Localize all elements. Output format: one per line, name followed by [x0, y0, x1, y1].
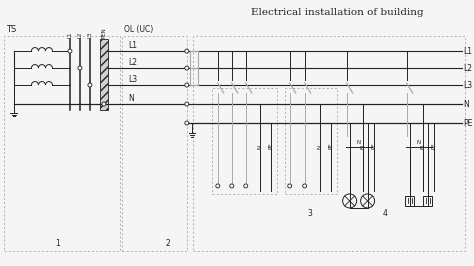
Text: OL (UC): OL (UC) [124, 25, 153, 34]
Text: L2: L2 [128, 58, 137, 67]
Circle shape [185, 102, 189, 106]
Bar [4, 36, 120, 251]
Circle shape [68, 49, 72, 53]
Text: L1: L1 [67, 32, 73, 38]
Circle shape [88, 83, 92, 87]
Text: PE: PE [371, 142, 376, 149]
Circle shape [303, 184, 307, 188]
Text: 1: 1 [55, 239, 60, 248]
Circle shape [78, 66, 82, 70]
Text: L2: L2 [77, 32, 82, 38]
Text: 3: 3 [307, 209, 312, 218]
Text: TS: TS [6, 25, 16, 34]
Text: PE: PE [431, 142, 436, 149]
Text: PE: PE [464, 119, 473, 127]
Text: N: N [464, 99, 469, 109]
Text: 4: 4 [382, 209, 387, 218]
Text: PE: PE [268, 142, 273, 149]
Text: PEN: PEN [101, 27, 106, 38]
Circle shape [244, 184, 248, 188]
Bar [423, 196, 432, 206]
Circle shape [216, 184, 220, 188]
Circle shape [185, 66, 189, 70]
Text: Electrical installation of building: Electrical installation of building [251, 8, 424, 17]
Text: N: N [417, 140, 420, 145]
Bar [405, 196, 414, 206]
Text: PE: PE [328, 142, 333, 149]
Text: L3: L3 [128, 75, 137, 84]
Bar [285, 88, 337, 194]
Text: N: N [360, 145, 365, 149]
Text: N: N [128, 94, 134, 103]
Circle shape [185, 121, 189, 125]
Text: L1: L1 [128, 41, 137, 50]
Text: N: N [420, 145, 425, 149]
Text: L3: L3 [464, 81, 473, 90]
Text: L2: L2 [464, 64, 473, 73]
Circle shape [288, 184, 292, 188]
Circle shape [230, 184, 234, 188]
Bar [193, 36, 465, 251]
Circle shape [185, 83, 189, 87]
Circle shape [102, 102, 106, 106]
Bar [212, 88, 277, 194]
Text: L1: L1 [464, 47, 473, 56]
Text: N: N [356, 140, 361, 145]
Text: N: N [257, 145, 262, 149]
Bar [122, 36, 187, 251]
Bar [100, 39, 108, 110]
Text: 2: 2 [165, 239, 170, 248]
Text: N: N [317, 145, 322, 149]
Text: L3: L3 [87, 32, 92, 38]
Circle shape [185, 49, 189, 53]
